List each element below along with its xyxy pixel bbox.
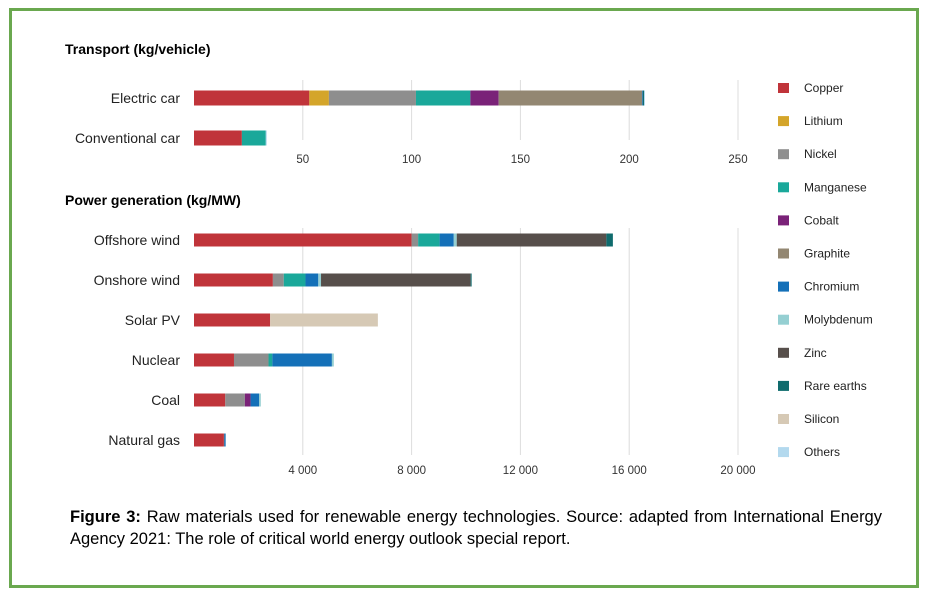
x-tick-label-1-1: 8 000 [397,465,426,477]
legend-label-copper: Copper [804,81,843,95]
legend-label-chromium: Chromium [804,280,859,294]
bar-onshore-wind-zinc [321,273,471,287]
legend-label-cobalt: Cobalt [804,213,839,227]
x-tick-label-0-2: 150 [511,154,530,166]
category-label-onshore-wind: Onshore wind [94,272,180,288]
legend-swatch-rare-earths [778,380,789,391]
legend-label-molybdenum: Molybdenum [804,313,873,327]
bar-electric-car-lithium [309,90,329,106]
bar-solar-pv-silicon [270,313,378,327]
bar-electric-car-manganese [415,90,471,106]
figure-caption: Figure 3: Raw materials used for renewab… [70,506,882,550]
bar-electric-car-cobalt [470,90,499,106]
bar-nuclear-copper [194,353,234,367]
bar-solar-pv-copper [194,313,271,327]
legend-swatch-copper [778,83,789,93]
bar-nuclear-nickel [233,353,269,367]
bar-coal-copper [194,393,226,407]
legend-label-rare-earths: Rare earths [804,379,867,393]
legend-swatch-silicon [778,414,789,424]
bar-conventional-car-copper [194,130,242,146]
bar-onshore-wind-manganese [283,273,306,287]
bar-nuclear-chromium [272,353,332,367]
bar-offshore-wind-molybdenum [453,233,457,247]
bar-nuclear-molybdenum [331,353,334,367]
category-label-natural-gas: Natural gas [108,432,180,448]
bar-offshore-wind-nickel [411,233,419,247]
legend-label-lithium: Lithium [804,114,843,128]
legend-swatch-molybdenum [778,314,789,325]
legend-label-others: Others [804,445,840,459]
category-label-conventional-car: Conventional car [75,130,180,146]
bar-offshore-wind-rare-earths [606,233,613,247]
bar-electric-car-chromium [642,90,644,106]
legend-label-manganese: Manganese [804,180,867,194]
bar-offshore-wind-manganese [418,233,440,247]
bar-coal-molybdenum [259,393,261,407]
legend-swatch-manganese [778,182,789,193]
bar-onshore-wind-copper [194,273,273,287]
x-tick-label-0-4: 250 [728,154,747,166]
legend-swatch-graphite [778,248,789,259]
bar-natural-gas-copper [194,433,224,447]
bar-electric-car-graphite [498,90,643,106]
category-label-offshore-wind: Offshore wind [94,232,180,248]
legend-label-graphite: Graphite [804,247,850,261]
legend-swatch-nickel [778,149,789,160]
legend-swatch-zinc [778,347,789,358]
x-tick-label-1-2: 12 000 [503,465,538,477]
bar-onshore-wind-rare-earths [470,273,472,287]
bar-conventional-car-others [265,130,267,146]
legend-swatch-cobalt [778,215,789,226]
bar-electric-car-others [643,90,645,106]
bar-offshore-wind-chromium [439,233,454,247]
category-label-solar-pv: Solar PV [125,312,181,328]
caption-text: Raw materials used for renewable energy … [70,508,882,548]
category-label-nuclear: Nuclear [132,352,181,368]
bar-onshore-wind-chromium [305,273,319,287]
x-tick-label-1-0: 4 000 [288,465,317,477]
legend-label-zinc: Zinc [804,346,827,360]
chart-title-0: Transport (kg/vehicle) [65,41,210,57]
bar-offshore-wind-zinc [456,233,607,247]
x-tick-label-1-4: 20 000 [720,465,755,477]
legend-label-silicon: Silicon [804,412,839,426]
legend-swatch-lithium [778,116,789,127]
legend-swatch-others [778,447,789,458]
legend-label-nickel: Nickel [804,147,837,161]
bar-natural-gas-chromium [224,433,226,447]
bar-electric-car-rare-earths [642,90,644,106]
bar-electric-car-copper [194,90,310,106]
caption-label: Figure 3: [70,508,141,526]
bar-onshore-wind-molybdenum [318,273,322,287]
category-label-electric-car: Electric car [111,90,181,106]
bar-coal-cobalt [244,393,251,407]
category-label-coal: Coal [151,392,180,408]
x-tick-label-0-0: 50 [296,154,309,166]
bar-onshore-wind-nickel [272,273,284,287]
chart-title-1: Power generation (kg/MW) [65,192,241,208]
legend-swatch-chromium [778,281,789,292]
bar-nuclear-manganese [268,353,273,367]
bar-offshore-wind-copper [194,233,412,247]
bar-electric-car-nickel [328,90,416,106]
x-tick-label-1-3: 16 000 [612,465,647,477]
bar-conventional-car-manganese [241,130,266,146]
bar-coal-chromium [250,393,260,407]
bar-coal-nickel [225,393,245,407]
x-tick-label-0-3: 200 [620,154,639,166]
x-tick-label-0-1: 100 [402,154,421,166]
